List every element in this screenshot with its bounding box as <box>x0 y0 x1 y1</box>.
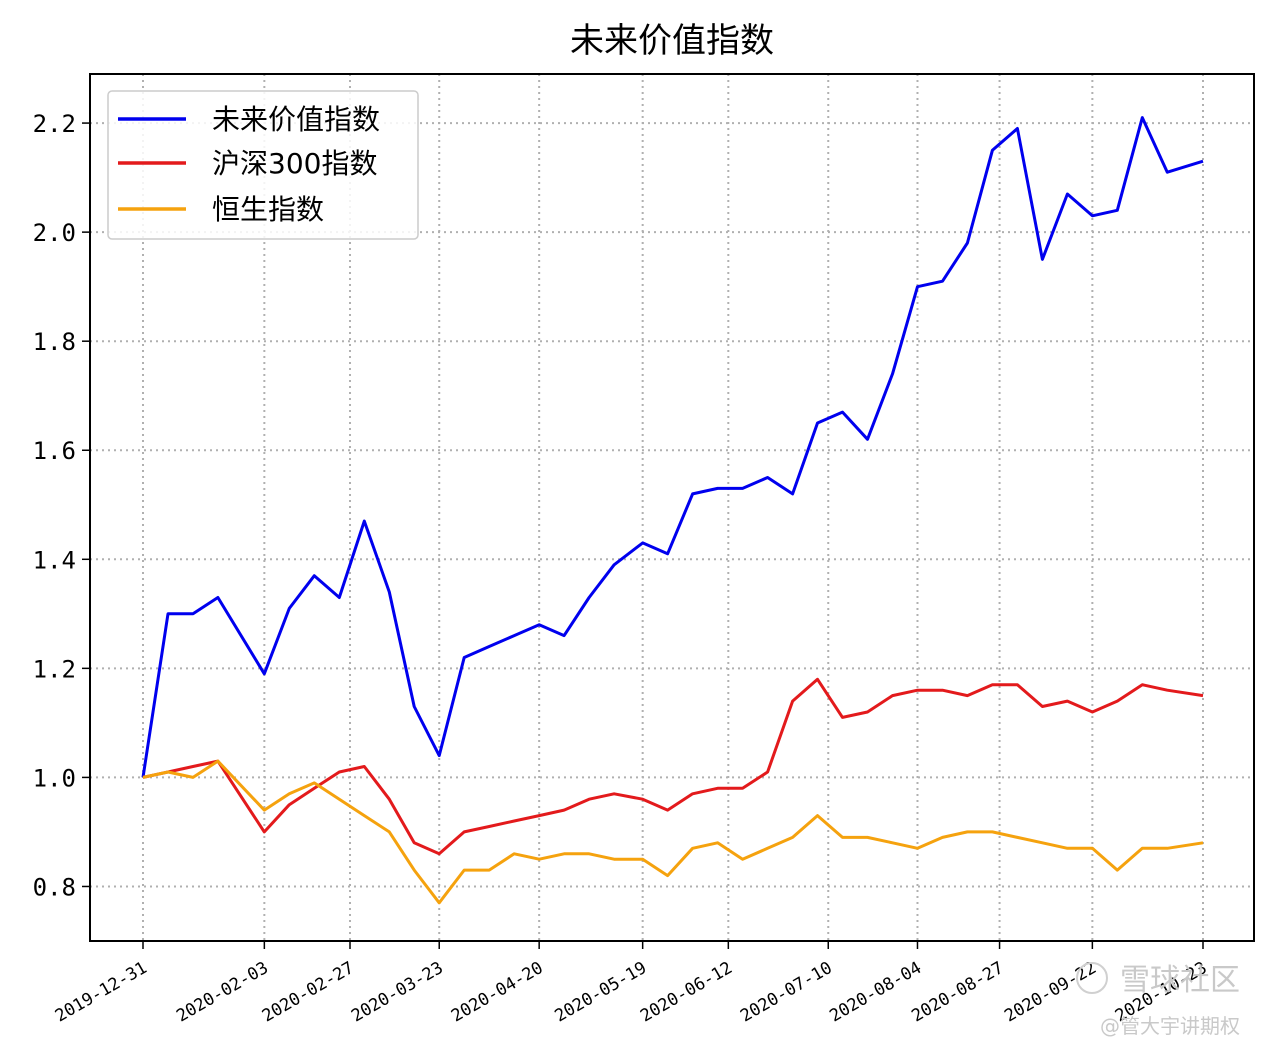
y-axis: 0.8 1.0 1.2 1.4 1.6 1.8 2.0 2.2 <box>33 110 90 901</box>
y-tick-label: 0.8 <box>33 873 76 901</box>
y-tick-label: 1.2 <box>33 655 76 683</box>
watermark-brand: 雪球社区 <box>1120 963 1240 998</box>
y-tick-label: 1.8 <box>33 328 76 356</box>
x-axis: 2019-12-31 2020-02-032020-02-272020-03-23… <box>52 941 1211 1027</box>
series-line-future-value <box>141 116 1204 778</box>
series-line-hang-seng <box>142 759 1204 905</box>
x-tick-label: 2020-04-20 <box>448 958 547 1027</box>
x-tick-label: 2019-12-31 <box>52 958 151 1027</box>
x-tick-label: 2020-05-19 <box>552 958 651 1027</box>
y-tick-label: 2.2 <box>33 110 76 138</box>
x-tick-label: 2020-03-23 <box>348 958 447 1027</box>
x-tick-label: 2020-07-10 <box>737 958 836 1027</box>
legend: 未来价值指数 沪深300指数 恒生指数 <box>107 90 419 240</box>
y-tick-label: 1.0 <box>33 764 76 792</box>
x-tick-label: 2020-02-27 <box>259 958 358 1027</box>
series-line-csi300 <box>142 677 1204 856</box>
x-tick-label: 2020-08-27 <box>908 958 1007 1027</box>
y-tick-label: 1.6 <box>33 437 76 465</box>
plot-frame <box>89 73 1255 942</box>
legend-label-csi300: 沪深300指数 <box>212 147 377 180</box>
x-tick-label: 2020-08-04 <box>826 958 925 1027</box>
x-tick-label: 2020-02-03 <box>173 958 272 1027</box>
legend-label-future-value: 未来价值指数 <box>212 103 380 136</box>
watermark: 雪球社区 @管大宇讲期权 <box>1076 962 1240 1038</box>
x-tick-label: 2020-06-12 <box>637 958 736 1027</box>
y-tick-label: 1.4 <box>33 546 76 574</box>
watermark-handle: @管大宇讲期权 <box>1100 1014 1240 1038</box>
y-tick-label: 2.0 <box>33 219 76 247</box>
snowball-logo-icon <box>1076 962 1108 994</box>
series-lines <box>141 116 1204 905</box>
legend-box <box>107 90 419 240</box>
legend-label-hang-seng: 恒生指数 <box>212 193 324 226</box>
chart-title: 未来价值指数 <box>570 21 774 61</box>
